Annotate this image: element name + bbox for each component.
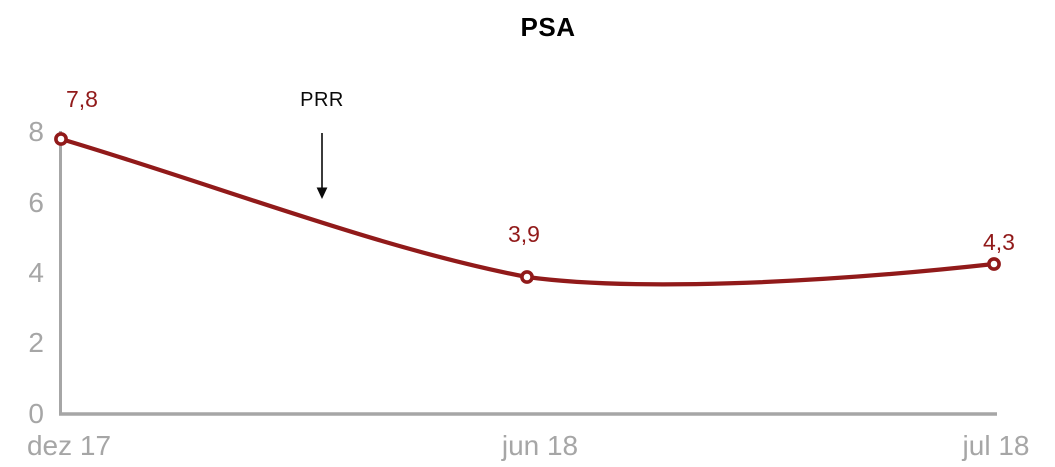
x-axis-tick-label-dez17: dez 17 xyxy=(26,430,112,461)
y-axis-tick-label-6: 6 xyxy=(28,187,44,218)
data-point-label-jul18: 4,3 xyxy=(983,229,1015,255)
data-point-label-dez17: 7,8 xyxy=(66,86,98,112)
psa-series-line xyxy=(58,136,997,287)
data-point-marker-jul18 xyxy=(987,257,1001,271)
data-point-marker-dez17 xyxy=(54,132,68,146)
y-axis-tick-label-2: 2 xyxy=(28,327,44,358)
x-axis-tick-label-jun18: jun 18 xyxy=(501,430,579,461)
x-axis-tick-label-jul18: jul 18 xyxy=(962,430,1030,461)
y-axis-tick-label-4: 4 xyxy=(28,257,44,288)
down-arrow-icon xyxy=(316,133,328,199)
annotation-prr-label: PRR xyxy=(300,89,344,111)
data-point-marker-jun18 xyxy=(520,270,534,284)
y-axis-tick-label-8: 8 xyxy=(28,116,44,147)
chart-title: PSA xyxy=(520,12,576,42)
y-axis-tick-label-0: 0 xyxy=(28,398,44,429)
data-point-label-jun18: 3,9 xyxy=(508,221,540,247)
